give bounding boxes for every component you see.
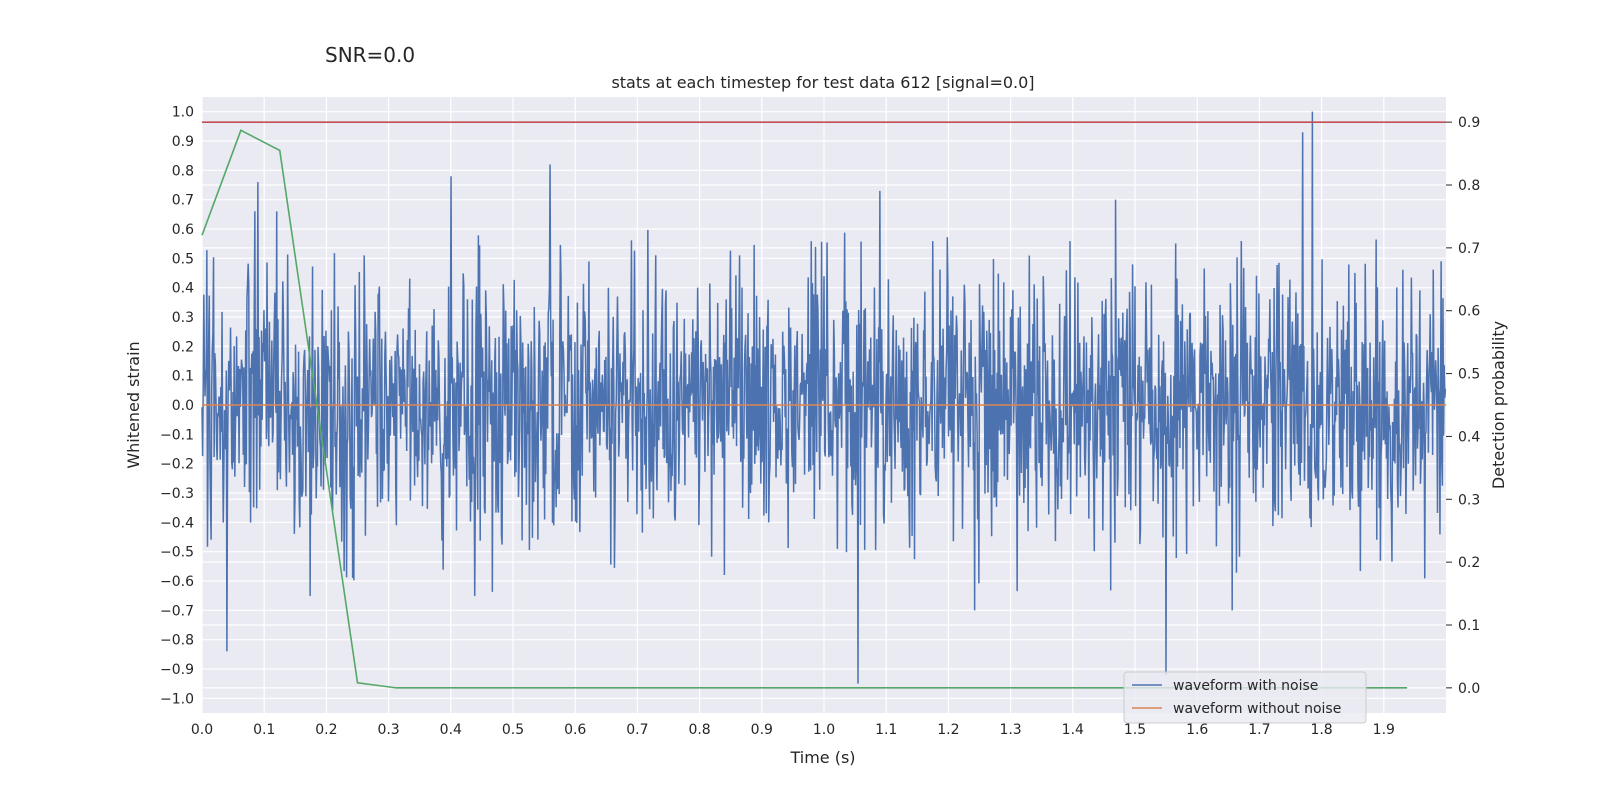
y-tick-label: −0.4	[160, 515, 194, 531]
x-tick-label: 0.0	[191, 722, 213, 738]
y2-tick-label: 0.6	[1458, 304, 1480, 320]
y-tick-label: 1.0	[172, 105, 194, 121]
x-tick-label: 0.3	[377, 722, 399, 738]
y-tick-label: −0.5	[160, 545, 194, 561]
y-tick-label: −0.9	[160, 662, 194, 678]
legend: waveform with noise waveform without noi…	[1123, 671, 1367, 724]
y-tick-label: −0.7	[160, 603, 194, 619]
y2-tick-label: 0.0	[1458, 681, 1480, 697]
y2-axis-label: Detection probability	[1489, 321, 1508, 489]
x-tick-label: 0.4	[440, 722, 462, 738]
y2-tick-label: 0.9	[1458, 115, 1480, 131]
y2-tick-label: 0.4	[1458, 429, 1480, 445]
series-detection-probability	[201, 129, 1408, 689]
x-tick-label: 0.5	[502, 722, 524, 738]
y2-tick-label: 0.3	[1458, 492, 1480, 508]
x-tick-label: 0.8	[688, 722, 710, 738]
x-tick-label: 0.1	[253, 722, 275, 738]
x-tick-label: 1.3	[999, 722, 1021, 738]
y-tick-label: 0.6	[172, 222, 194, 238]
ticks-layer: 0.0 0.1 0.2 0.3 0.4 0.5 0.6 0.7 0.8 0.9 1.0 1.1 1.2 1…	[160, 105, 1480, 738]
y-tick-label: −0.8	[160, 633, 194, 649]
x-tick-label: 1.5	[1124, 722, 1146, 738]
y-tick-label: 0.5	[172, 251, 194, 267]
x-tick-label: 1.8	[1310, 722, 1332, 738]
y-tick-label: −0.3	[160, 486, 194, 502]
x-tick-label: 0.2	[315, 722, 337, 738]
legend-label-without-noise: waveform without noise	[1173, 701, 1341, 717]
y-axis-label: Whitened strain	[124, 341, 143, 468]
legend-box	[1123, 671, 1367, 724]
x-tick-label: 1.2	[937, 722, 959, 738]
y-tick-label: 0.7	[172, 193, 194, 209]
y-tick-label: 0.0	[172, 398, 194, 414]
y-tick-label: −0.6	[160, 574, 194, 590]
y2-tick-label: 0.7	[1458, 241, 1480, 257]
y-tick-label: −1.0	[160, 691, 194, 707]
series-waveform-with-noise	[201, 111, 1447, 684]
x-tick-label: 0.9	[751, 722, 773, 738]
chart-title: stats at each timestep for test data 612…	[611, 73, 1034, 92]
y-tick-label: −0.1	[160, 427, 194, 443]
x-axis-label: Time (s)	[789, 748, 855, 767]
x-tick-label: 0.6	[564, 722, 586, 738]
y-tick-label: −0.2	[160, 457, 194, 473]
x-tick-label: 1.4	[1062, 722, 1084, 738]
y-tick-label: 0.1	[172, 369, 194, 385]
x-tick-label: 1.0	[813, 722, 835, 738]
y-tick-label: 0.2	[172, 339, 194, 355]
y2-tick-label: 0.2	[1458, 555, 1480, 571]
y-tick-label: 0.3	[172, 310, 194, 326]
x-tick-label: 1.1	[875, 722, 897, 738]
y2-tick-label: 0.5	[1458, 367, 1480, 383]
y2-tick-label: 0.1	[1458, 618, 1480, 634]
legend-label-with-noise: waveform with noise	[1173, 678, 1318, 694]
x-tick-label: 1.6	[1186, 722, 1208, 738]
y2-tick-label: 0.8	[1458, 178, 1480, 194]
y-tick-label: 0.8	[172, 163, 194, 179]
x-tick-label: 1.9	[1373, 722, 1395, 738]
figure-suptitle: SNR=0.0	[325, 43, 415, 67]
y-tick-label: 0.4	[172, 281, 194, 297]
x-tick-label: 0.7	[626, 722, 648, 738]
series-layer	[201, 111, 1447, 689]
x-tick-label: 1.7	[1248, 722, 1270, 738]
y-tick-label: 0.9	[172, 134, 194, 150]
